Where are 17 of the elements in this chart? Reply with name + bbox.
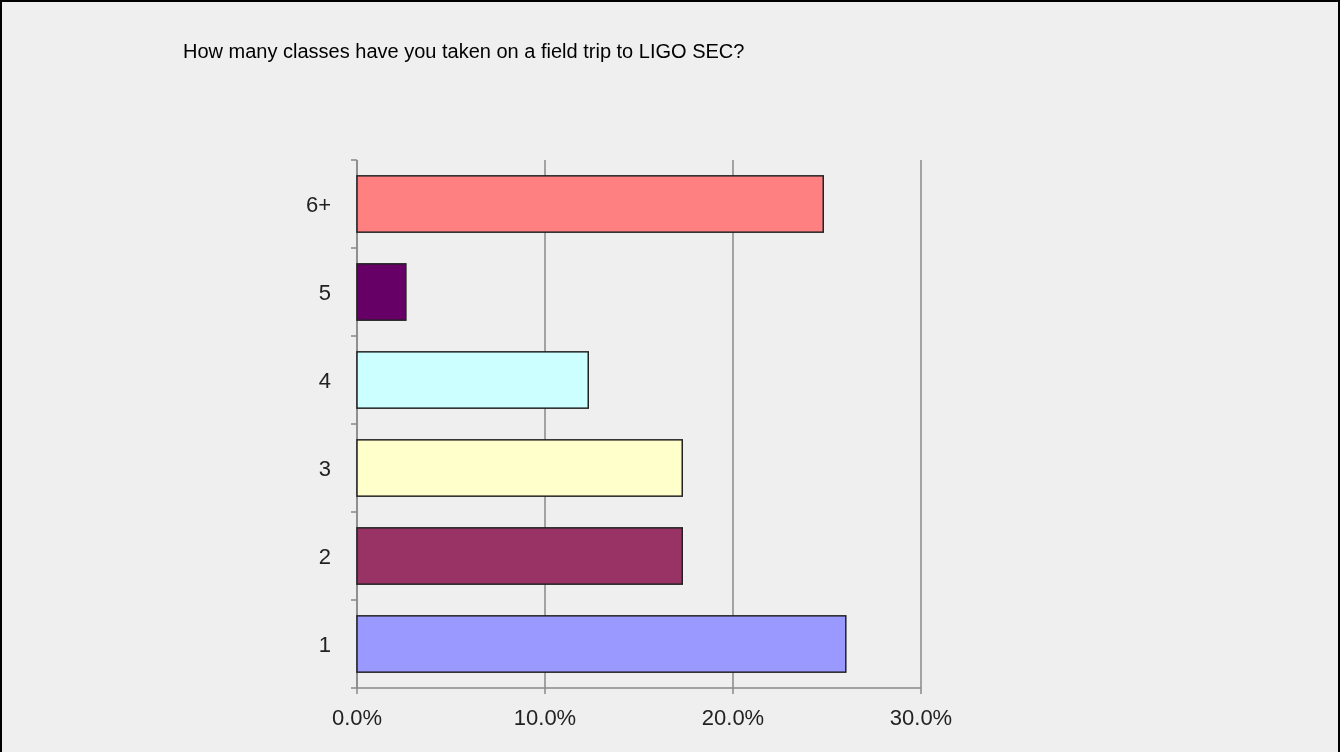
x-tick-label: 20.0% <box>701 705 765 730</box>
y-tick-label: 6+ <box>305 192 331 217</box>
bar <box>356 175 824 233</box>
y-tick-label: 2 <box>318 544 331 569</box>
bar <box>356 351 589 409</box>
bar <box>356 439 683 497</box>
bar <box>356 615 847 673</box>
bar <box>356 263 407 321</box>
chart-title: How many classes have you taken on a field trip to LIGO SEC? <box>183 40 745 62</box>
x-tick-label: 0.0% <box>331 705 383 730</box>
y-tick-label: 1 <box>318 632 331 657</box>
bar <box>356 527 683 585</box>
y-tick-label: 3 <box>318 456 331 481</box>
x-tick-label: 10.0% <box>513 705 577 730</box>
x-tick-label: 30.0% <box>889 705 953 730</box>
y-tick-label: 4 <box>318 368 331 393</box>
y-tick-label: 5 <box>318 280 331 305</box>
